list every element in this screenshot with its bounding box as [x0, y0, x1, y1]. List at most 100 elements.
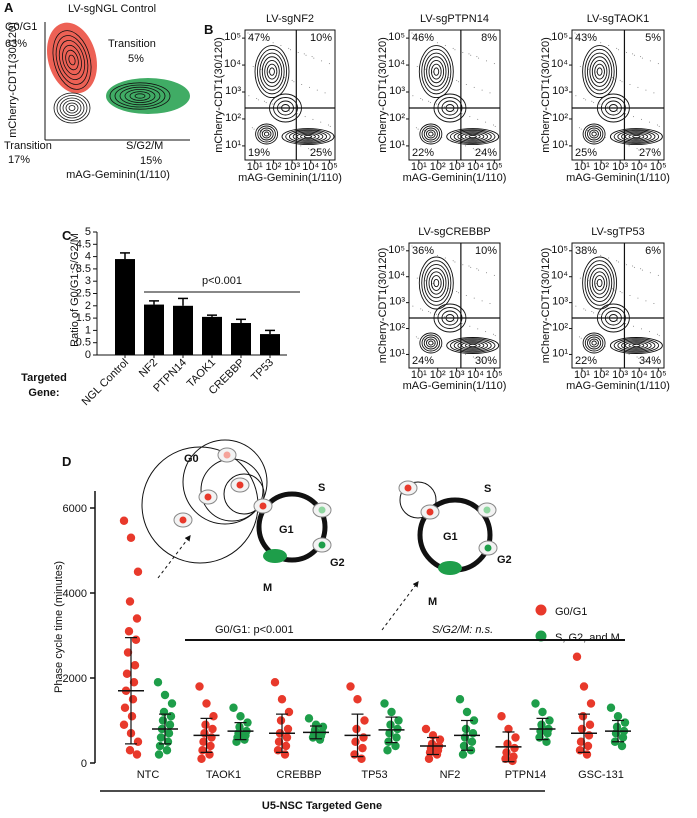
event-dot — [492, 124, 494, 126]
y-tick-label: 10⁴ — [388, 58, 405, 70]
event-dot — [443, 316, 445, 318]
event-dot — [617, 320, 619, 322]
data-point — [125, 746, 135, 755]
event-dot — [443, 106, 445, 108]
event-dot — [605, 286, 607, 288]
event-dot — [600, 254, 602, 256]
data-point — [504, 724, 513, 734]
event-dot — [462, 52, 464, 54]
cell-nucleus — [179, 516, 187, 524]
contour-line — [609, 128, 663, 146]
event-dot — [578, 336, 580, 338]
data-point — [351, 737, 360, 746]
contour-line — [254, 45, 290, 99]
diagram-label: S — [484, 483, 491, 495]
event-dot — [264, 39, 266, 41]
event-dot — [265, 102, 267, 104]
event-dot — [429, 312, 431, 314]
event-dot — [657, 63, 659, 65]
data-point — [235, 722, 244, 732]
event-dot — [432, 71, 434, 73]
contour-line — [461, 341, 485, 350]
plot-frame — [571, 29, 665, 161]
data-point — [585, 720, 595, 729]
contour-line — [418, 45, 454, 99]
event-dot — [301, 84, 303, 86]
diagram-label: G1 — [279, 524, 294, 536]
event-dot — [604, 345, 606, 347]
event-dot — [461, 113, 463, 115]
gate-percent: 17% — [8, 154, 30, 166]
contour-line — [425, 338, 436, 348]
event-dot — [476, 56, 478, 58]
y-tick-label: 3.5 — [76, 263, 91, 275]
quadrant-percent: 8% — [481, 32, 497, 44]
event-dot — [324, 92, 326, 94]
event-dot — [469, 325, 471, 327]
event-dot — [423, 130, 425, 132]
contour-line — [129, 91, 151, 101]
data-point — [508, 756, 517, 766]
data-point — [165, 720, 175, 729]
data-point — [497, 712, 506, 721]
contour-line — [421, 125, 441, 143]
event-dot — [329, 125, 331, 127]
contour-line — [421, 334, 441, 352]
contour-line — [449, 129, 496, 144]
event-dot — [482, 152, 484, 154]
data-point — [469, 716, 479, 725]
cell-nucleus — [204, 493, 212, 501]
event-dot — [468, 53, 470, 55]
event-dot — [454, 49, 456, 51]
cell-nucleus — [404, 484, 412, 492]
quadrant-percent: 5% — [645, 32, 661, 44]
event-dot — [584, 249, 586, 251]
quadrant-percent: 43% — [575, 32, 597, 44]
x-axis-label: mAG-Geminin(1/110) — [566, 172, 670, 184]
event-dot — [297, 52, 299, 54]
y-axis-label: mCherry-CDT1(30/120) — [540, 248, 552, 364]
contour-line — [421, 48, 452, 95]
x-axis-label: mAG-Geminin(1/110) — [403, 172, 507, 184]
event-dot — [595, 282, 597, 284]
event-dot — [305, 54, 307, 56]
event-dot — [619, 290, 621, 292]
event-dot — [328, 124, 330, 126]
gate-region — [47, 22, 97, 94]
bar — [144, 304, 164, 355]
contour-line — [62, 44, 82, 76]
data-point — [128, 695, 138, 704]
event-dot — [436, 254, 438, 256]
gate-region — [106, 78, 190, 114]
y-tick-label: 10⁵ — [388, 31, 405, 43]
event-dot — [640, 268, 642, 270]
x-tick-label: 10¹ — [247, 161, 263, 173]
data-point — [617, 741, 627, 751]
data-point — [126, 533, 136, 542]
data-point — [352, 724, 361, 734]
event-dot — [593, 312, 595, 314]
event-dot — [607, 316, 609, 318]
y-tick-label: 2 — [85, 300, 91, 312]
event-dot — [311, 56, 313, 58]
panel-letter: A — [4, 0, 14, 15]
data-point — [455, 695, 465, 704]
event-dot — [585, 309, 587, 311]
event-dot — [457, 142, 459, 144]
event-dot — [280, 45, 282, 47]
event-dot — [601, 104, 603, 106]
y-tick-label: 10⁴ — [388, 270, 405, 282]
event-dot — [592, 252, 594, 254]
event-dot — [492, 333, 494, 335]
event-dot — [658, 335, 660, 337]
data-point — [577, 724, 587, 734]
data-point — [511, 733, 520, 742]
contour-line — [632, 135, 641, 139]
event-dot — [480, 359, 482, 361]
event-dot — [476, 268, 478, 270]
event-dot — [488, 153, 490, 155]
data-point — [424, 754, 434, 763]
event-dot — [603, 74, 605, 76]
event-dot — [272, 42, 274, 44]
contour-line — [589, 267, 610, 299]
